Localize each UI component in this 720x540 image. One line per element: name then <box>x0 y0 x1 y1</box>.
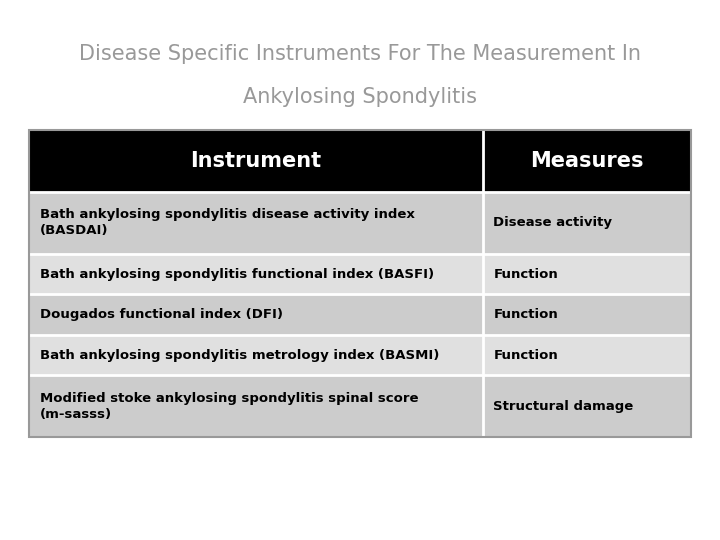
Text: Disease Specific Instruments For The Measurement In: Disease Specific Instruments For The Mea… <box>79 44 641 64</box>
Text: Disease activity: Disease activity <box>493 216 612 229</box>
Text: Ankylosing Spondylitis: Ankylosing Spondylitis <box>243 87 477 107</box>
Text: Structural damage: Structural damage <box>493 400 634 413</box>
Bar <box>29 130 691 192</box>
Bar <box>29 192 691 254</box>
Bar <box>29 130 691 437</box>
Bar <box>29 375 691 437</box>
Text: Bath ankylosing spondylitis disease activity index
(BASDAI): Bath ankylosing spondylitis disease acti… <box>40 208 415 237</box>
Text: Modified stoke ankylosing spondylitis spinal score
(m-sasss): Modified stoke ankylosing spondylitis sp… <box>40 392 418 421</box>
Text: Dougados functional index (DFI): Dougados functional index (DFI) <box>40 308 283 321</box>
Text: Bath ankylosing spondylitis functional index (BASFI): Bath ankylosing spondylitis functional i… <box>40 267 433 281</box>
Bar <box>29 335 691 375</box>
Bar <box>29 254 691 294</box>
Text: Function: Function <box>493 308 558 321</box>
Text: Measures: Measures <box>530 151 644 171</box>
Text: Function: Function <box>493 267 558 281</box>
Bar <box>29 294 691 335</box>
Text: Instrument: Instrument <box>190 151 321 171</box>
Text: Bath ankylosing spondylitis metrology index (BASMI): Bath ankylosing spondylitis metrology in… <box>40 348 439 362</box>
Text: Function: Function <box>493 348 558 362</box>
